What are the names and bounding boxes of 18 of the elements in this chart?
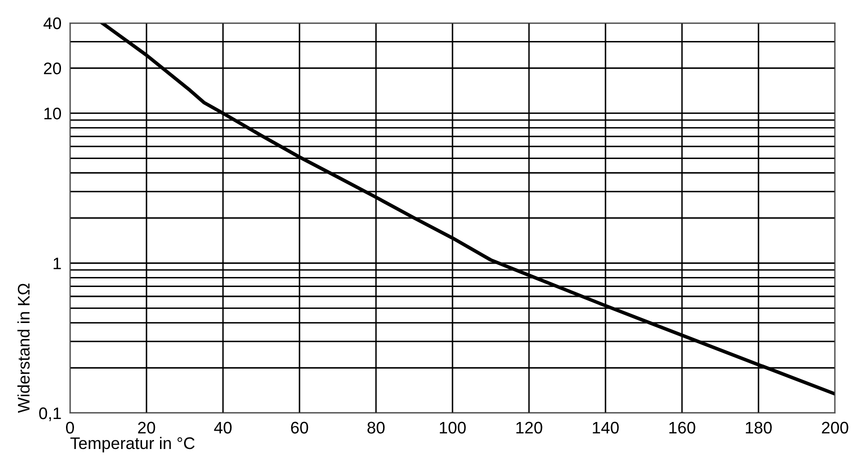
x-tick-label: 60 xyxy=(291,422,308,434)
y-tick-label: 40 xyxy=(44,17,62,30)
x-tick-label: 120 xyxy=(516,422,542,434)
y-axis-title: Widerstand in KΩ xyxy=(17,284,30,413)
y-tick-label: 0,1 xyxy=(39,407,61,422)
y-tick-label: 1 xyxy=(54,258,61,270)
x-tick-label: 140 xyxy=(592,422,619,434)
x-tick-label: 160 xyxy=(669,422,696,434)
x-axis-title: Temperatur in °C xyxy=(70,436,195,452)
x-tick-label: 40 xyxy=(214,422,232,434)
y-tick-label: 10 xyxy=(44,108,62,120)
y-tick-label: 20 xyxy=(44,62,62,74)
x-tick-label: 200 xyxy=(822,422,848,434)
x-tick-label: 20 xyxy=(138,422,156,434)
x-tick-label: 0 xyxy=(66,422,74,434)
x-tick-label: 180 xyxy=(746,422,772,434)
x-tick-label: 80 xyxy=(367,422,385,434)
x-tick-label: 100 xyxy=(440,422,466,434)
